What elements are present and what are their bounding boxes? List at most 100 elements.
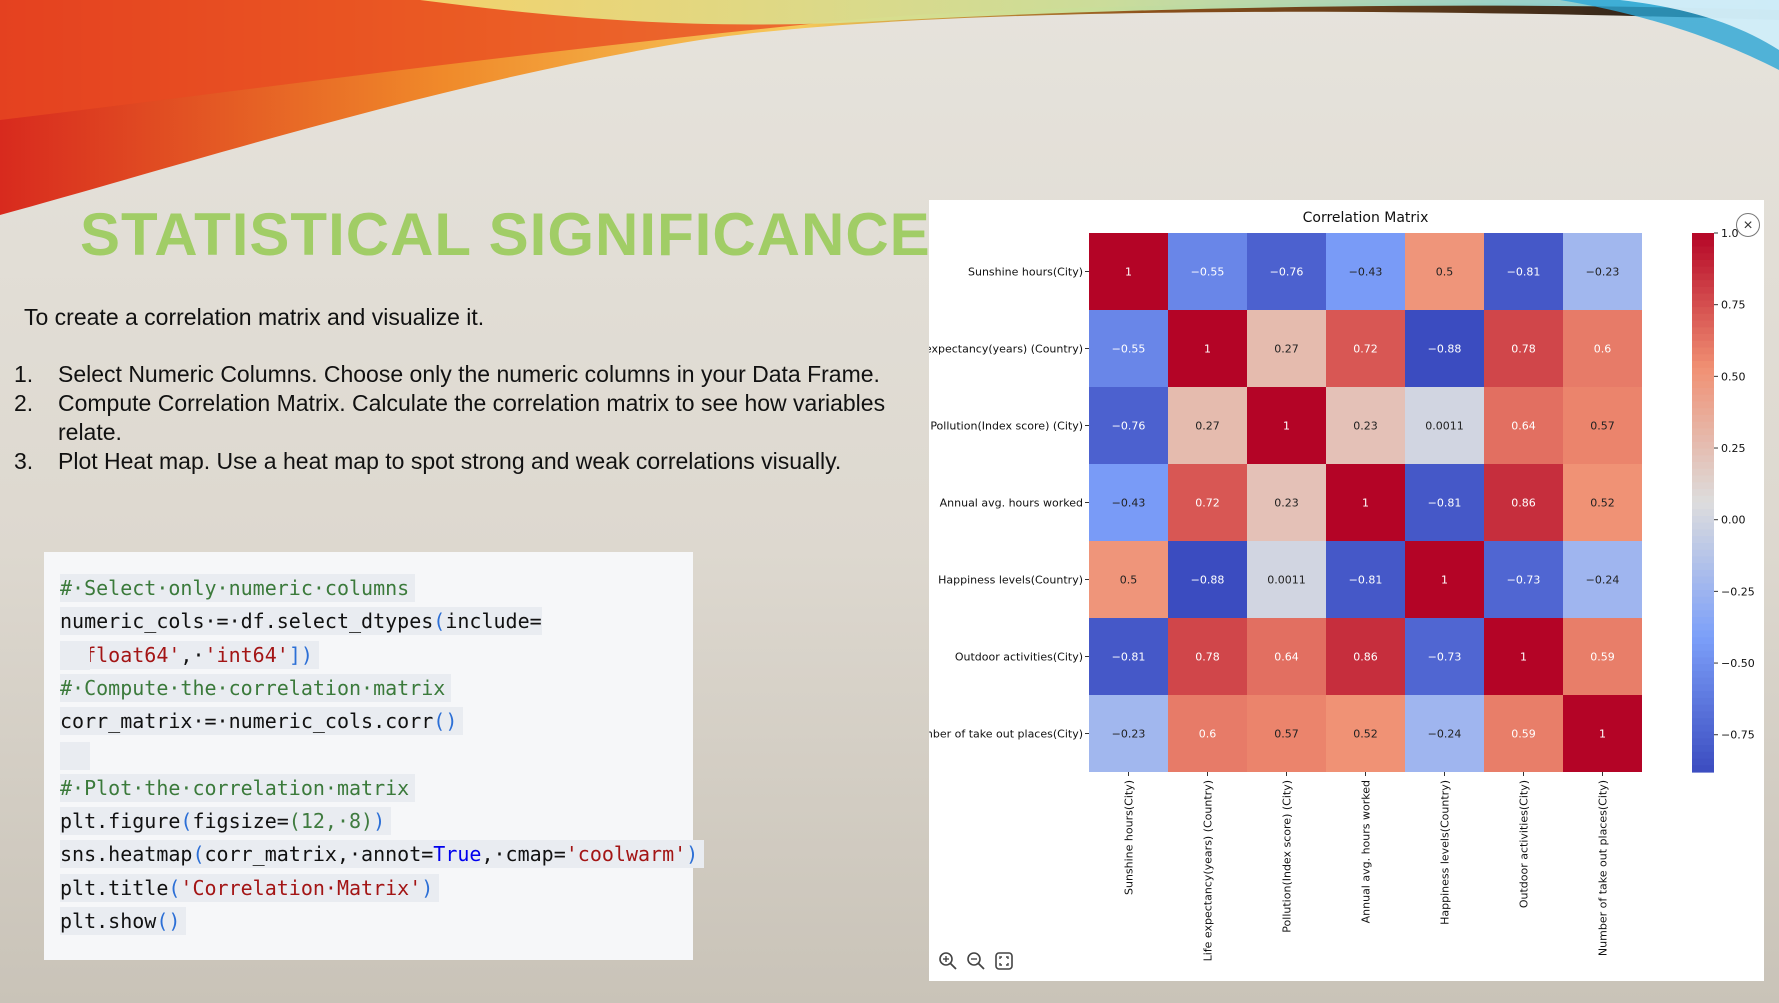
colorbar-segment: [1692, 684, 1714, 692]
heatmap-cell: [1563, 233, 1642, 310]
cell-value-label: 0.23: [1274, 497, 1299, 510]
cell-value-label: 1: [1283, 420, 1290, 433]
colorbar-segment: [1692, 441, 1714, 450]
colorbar-segment: [1692, 529, 1714, 537]
heatmap-cell: [1405, 387, 1484, 464]
colorbar-segment: [1692, 758, 1714, 766]
heatmap-cell: [1405, 233, 1484, 310]
slide-title: STATISTICAL SIGNIFICANCE:: [80, 201, 952, 268]
colorbar-segment: [1692, 435, 1714, 443]
x-tick-label: Sunshine hours(City): [1123, 780, 1136, 895]
colorbar-segment: [1692, 307, 1714, 315]
colorbar-segment: [1692, 462, 1714, 470]
colorbar-segment: [1692, 428, 1714, 436]
y-tick-label: Number of take out places(City): [929, 728, 1083, 741]
cell-value-label: 0.72: [1195, 497, 1220, 510]
heatmap-cell: [1168, 233, 1247, 310]
y-tick-label: Sunshine hours(City): [968, 266, 1083, 279]
colorbar-segment: [1692, 273, 1714, 281]
zoom-out-icon: [967, 952, 985, 970]
colorbar-segment: [1692, 610, 1714, 618]
heatmap-cell: [1168, 464, 1247, 541]
code-token: corr_matrix,·annot=: [204, 842, 434, 867]
cell-value-label: −0.43: [1349, 266, 1383, 279]
colorbar-segment: [1692, 489, 1714, 497]
heatmap-cell: [1089, 310, 1168, 387]
heatmap-cell: [1168, 310, 1247, 387]
code-token: #·Select·only·numeric·columns: [60, 576, 410, 600]
heatmap-cell: [1168, 387, 1247, 464]
colorbar-segment: [1692, 414, 1714, 423]
heatmap-cell: [1484, 695, 1563, 772]
colorbar-tick-label: −0.50: [1721, 657, 1755, 670]
zoom-out-button[interactable]: [965, 950, 987, 972]
cell-value-label: −0.76: [1270, 266, 1304, 279]
steps-list: 1. Select Numeric Columns. Choose only th…: [14, 360, 894, 476]
colorbar-segment: [1692, 549, 1714, 557]
colorbar-segment: [1692, 657, 1714, 665]
heatmap-cell: [1405, 310, 1484, 387]
code-token: ,·: [180, 642, 205, 667]
colorbar-segment: [1692, 576, 1714, 584]
colorbar-tick-label: −0.75: [1721, 729, 1755, 742]
colorbar-segment: [1692, 596, 1714, 605]
zoom-in-icon: [939, 952, 957, 970]
intro-text: To create a correlation matrix and visua…: [24, 304, 485, 330]
cell-value-label: −0.73: [1428, 651, 1462, 664]
step-number: 2.: [14, 390, 34, 416]
code-token: figsize=: [192, 809, 289, 834]
heatmap-cell: [1089, 464, 1168, 541]
heatmap-cell: [1563, 695, 1642, 772]
step-item: 3. Plot Heat map. Use a heat map to spot …: [14, 447, 894, 476]
colorbar-segment: [1692, 623, 1714, 632]
code-line: sns.heatmap(corr_matrix,·annot=True,·cma…: [60, 838, 705, 871]
heatmap-cell: [1484, 618, 1563, 695]
colorbar-tick-label: −0.25: [1721, 585, 1755, 598]
colorbar-segment: [1692, 300, 1714, 308]
colorbar-segment: [1692, 643, 1714, 652]
code-token: 'coolwarm': [565, 842, 687, 867]
colorbar-segment: [1692, 293, 1714, 301]
code-token: ): [373, 809, 386, 834]
heatmap-cell: [1326, 310, 1405, 387]
heatmap-cell: [1326, 387, 1405, 464]
code-token: plt.figure: [60, 809, 181, 834]
cell-value-label: 0.0011: [1267, 574, 1306, 587]
colorbar-segment: [1692, 650, 1714, 659]
fit-screen-button[interactable]: [993, 950, 1015, 972]
slide-decoration: [0, 0, 1779, 215]
colorbar-segment: [1692, 354, 1714, 362]
colorbar-segment: [1692, 745, 1714, 753]
zoom-in-button[interactable]: [937, 950, 959, 972]
cell-value-label: 0.72: [1353, 343, 1378, 356]
cell-value-label: 0.57: [1274, 728, 1299, 741]
close-button[interactable]: ×: [1736, 213, 1760, 237]
colorbar-segment: [1692, 724, 1714, 733]
colorbar-segment: [1692, 374, 1714, 382]
heatmap-cell: [1326, 541, 1405, 618]
cell-value-label: −0.81: [1507, 266, 1541, 279]
colorbar-segment: [1692, 718, 1714, 726]
y-tick-label: Life expectancy(years) (Country): [929, 343, 1083, 356]
code-token: 'float64': [72, 642, 181, 667]
cell-value-label: 1: [1362, 497, 1369, 510]
x-tick-label: Pollution(Index score) (City): [1281, 780, 1294, 933]
cell-value-label: −0.23: [1112, 728, 1146, 741]
step-item: 1. Select Numeric Columns. Choose only th…: [14, 360, 894, 389]
heatmap-cell: [1405, 464, 1484, 541]
code-token: 'Correlation·Matrix': [180, 875, 422, 900]
colorbar-segment: [1692, 327, 1714, 335]
colorbar-segment: [1692, 347, 1714, 355]
cell-value-label: 0.6: [1594, 343, 1612, 356]
heatmap-cell: [1484, 233, 1563, 310]
figure-window: Correlation Matrix 1 −0.55 −0.76 −0.43 0.5 −0.…: [929, 200, 1764, 981]
colorbar-segment: [1692, 280, 1714, 288]
colorbar-segment: [1692, 617, 1714, 625]
colorbar-tick-label: 1.0: [1721, 227, 1739, 240]
colorbar-segment: [1692, 509, 1714, 517]
colorbar-segment: [1692, 340, 1714, 349]
heatmap-cell: [1089, 618, 1168, 695]
heatmap-cell: [1247, 233, 1326, 310]
heatmap-cell: [1405, 541, 1484, 618]
colorbar-segment: [1692, 664, 1714, 672]
